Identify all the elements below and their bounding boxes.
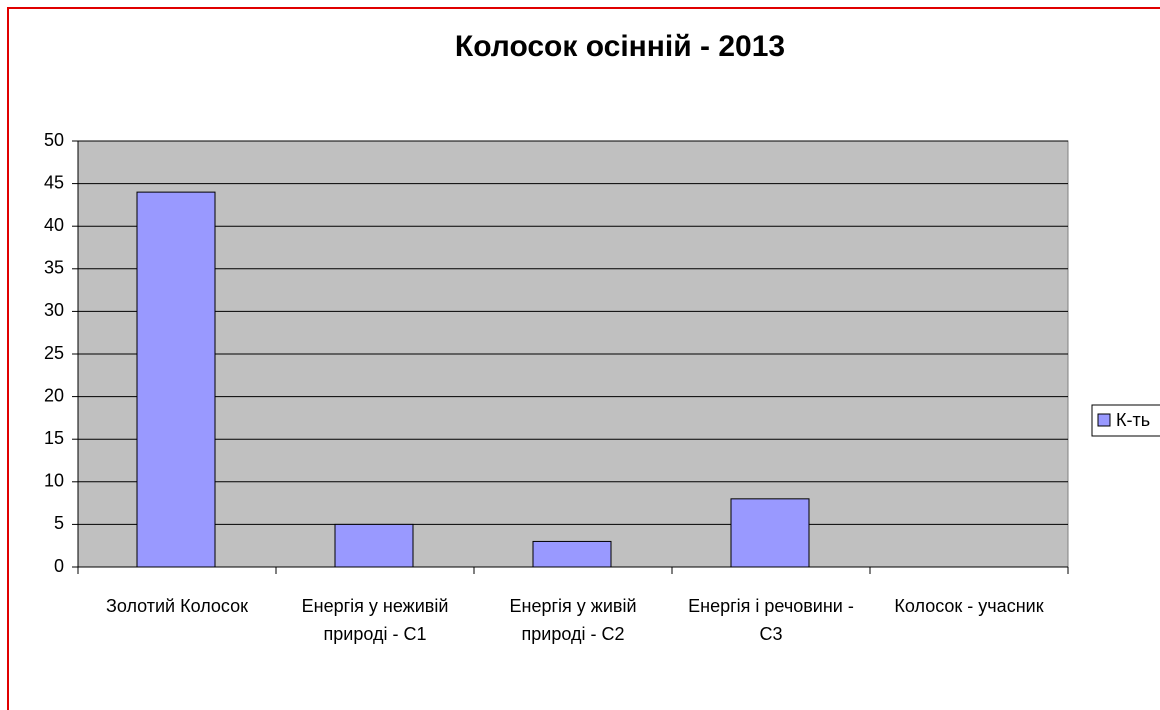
y-tick-label: 20 bbox=[44, 385, 64, 405]
chart-title: Колосок осінній - 2013 bbox=[455, 30, 785, 63]
y-tick-label: 25 bbox=[44, 343, 64, 363]
x-tick-label: Золотий Колосок bbox=[105, 596, 249, 616]
y-tick-label: 0 bbox=[54, 556, 64, 576]
y-tick-label: 5 bbox=[54, 513, 64, 533]
legend-label: К-ть bbox=[1116, 410, 1150, 430]
y-tick-label: 45 bbox=[44, 172, 64, 192]
x-tick-label: Колосок - учасник bbox=[894, 596, 1044, 616]
bar bbox=[532, 540, 612, 568]
x-tick-label: Енергія у неживій природі - С1 bbox=[301, 596, 449, 644]
y-tick-label: 10 bbox=[44, 471, 64, 491]
y-tick-label: 15 bbox=[44, 428, 64, 448]
legend-swatch bbox=[1097, 413, 1111, 427]
y-tick-label: 30 bbox=[44, 300, 64, 320]
x-tick-label: Енергія у живій природі - С2 bbox=[509, 596, 637, 644]
x-tick-label: Енергія і речовини - С3 bbox=[688, 596, 854, 644]
y-tick-label: 50 bbox=[44, 130, 64, 150]
bar bbox=[730, 498, 810, 568]
y-tick-label: 35 bbox=[44, 258, 64, 278]
bar bbox=[334, 523, 414, 568]
y-tick-label: 40 bbox=[44, 215, 64, 235]
bar bbox=[136, 191, 216, 568]
